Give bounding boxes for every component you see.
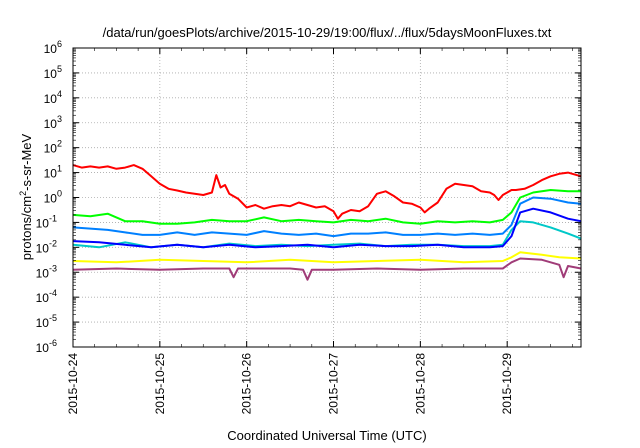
grid [73,48,581,347]
series-line-7 [72,257,582,281]
plot-area [72,164,582,281]
y-axis-label: protons/cm2-s-sr-MeV [18,133,34,260]
y-tick-label: 104 [44,89,62,106]
x-tick-label: 2015-10-28 [413,353,427,415]
x-tick-label: 2015-10-27 [327,353,341,415]
y-tick-label: 106 [44,39,62,56]
series-line-1 [72,164,582,220]
y-tick-label: 10-2 [36,238,57,255]
x-tick-label: 2015-10-29 [500,353,514,415]
series-line-2 [72,189,581,225]
x-axis: 2015-10-24 2015-10-25 2015-10-26 2015-10-27… [66,48,573,415]
plot-frame [72,47,582,348]
series-line-5 [72,207,582,249]
y-tick-label: 100 [44,189,62,206]
series-line-4 [72,196,582,238]
x-tick-label: 2015-10-25 [153,353,167,415]
y-tick-label: 10-5 [36,313,57,330]
series-line-6 [72,251,582,264]
y-tick-label: 10-4 [36,288,57,305]
x-tick-label: 2015-10-26 [240,353,254,415]
y-tick-label: 10-6 [36,338,57,355]
x-axis-label: Coordinated Universal Time (UTC) [227,428,426,443]
y-tick-label: 103 [44,114,62,131]
y-tick-label: 105 [44,64,62,81]
y-axis: 10-6 10-5 10-4 10-3 10-2 10-1 100 101 102 103 104 1… [36,39,581,355]
y-tick-label: 10-1 [36,213,57,230]
chart-title: /data/run/goesPlots/archive/2015-10-29/1… [103,25,552,40]
y-tick-label: 10-3 [36,263,57,280]
y-tick-label: 102 [44,139,62,156]
x-tick-label: 2015-10-24 [66,353,80,415]
y-tick-label: 101 [44,164,62,181]
